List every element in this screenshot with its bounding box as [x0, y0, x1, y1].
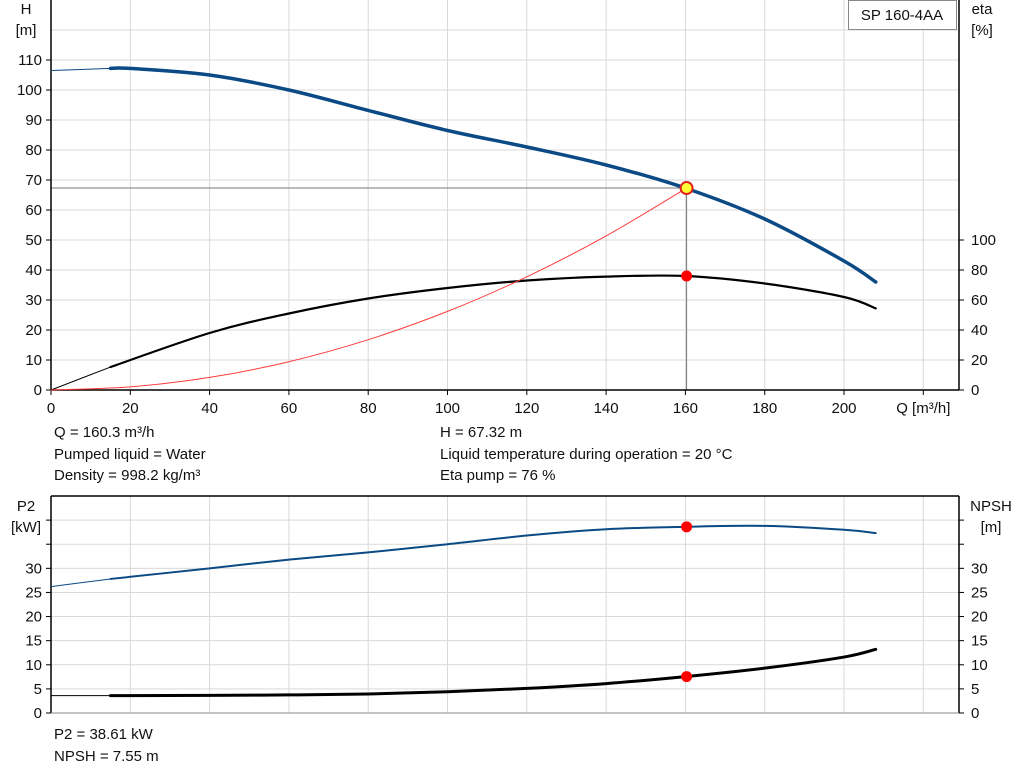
y-tick-label-right: 20	[971, 352, 988, 369]
y-tick-label-left: 80	[25, 142, 42, 159]
head-curve	[108, 66, 878, 284]
y-tick-label-left: 10	[25, 352, 42, 369]
efficiency-curve-extrapolated	[50, 366, 111, 391]
y-tick-label-left: 70	[25, 172, 42, 189]
x-tick-label: 180	[752, 400, 777, 417]
y-tick-label-left: 10	[25, 657, 42, 674]
y-tick-label-left: 100	[17, 82, 42, 99]
y-tick-label-left: 25	[25, 584, 42, 601]
efficiency-curve	[109, 274, 877, 369]
y-tick-label-left: 60	[25, 202, 42, 219]
x-tick-label: 60	[281, 400, 298, 417]
y-tick-label-right: 80	[971, 262, 988, 279]
npsh-curve	[108, 647, 878, 698]
x-tick-label: 140	[594, 400, 619, 417]
pumped-liquid-readout: Pumped liquid = Water	[54, 446, 206, 463]
temperature-readout: Liquid temperature during operation = 20…	[440, 446, 733, 463]
power-operating-point	[681, 521, 693, 533]
y-tick-label-left: 30	[25, 292, 42, 309]
head-curve-extrapolated	[50, 67, 111, 71]
y-tick-label-left: 40	[25, 262, 42, 279]
y-tick-label-right: 30	[971, 560, 988, 577]
y-axis-unit-right: [%]	[971, 22, 993, 39]
y-tick-label-left: 50	[25, 232, 42, 249]
y-tick-label-left: 110	[18, 52, 42, 69]
x-tick-label: 100	[435, 400, 460, 417]
density-readout: Density = 998.2 kg/m³	[54, 467, 201, 484]
power-curve-extrapolated	[50, 578, 111, 588]
efficiency-operating-point	[681, 270, 693, 282]
y-tick-label-right: 100	[971, 232, 996, 249]
y-axis-unit-right: [m]	[981, 519, 1002, 536]
x-tick-label: 200	[831, 400, 856, 417]
y-tick-label-right: 25	[971, 584, 988, 601]
y-tick-label-left: 0	[34, 382, 42, 399]
x-tick-label: 20	[122, 400, 139, 417]
y-axis-label-right: eta	[972, 1, 994, 18]
y-tick-label-right: 60	[971, 292, 988, 309]
legend-box	[848, 0, 957, 30]
system-curve	[50, 187, 688, 391]
y-tick-label-right: 0	[971, 705, 979, 722]
flow-readout: Q = 160.3 m³/h	[54, 424, 155, 441]
legend-pump-name: SP 160-4AA	[861, 7, 943, 24]
y-axis-label-left: P2	[17, 498, 35, 515]
x-tick-label: 40	[201, 400, 218, 417]
y-tick-label-right: 40	[971, 322, 988, 339]
npsh-operating-point	[681, 671, 693, 683]
y-axis-label-right: NPSH	[970, 498, 1012, 515]
p2-readout: P2 = 38.61 kW	[54, 726, 153, 743]
npsh-readout: NPSH = 7.55 m	[54, 748, 159, 765]
duty-point	[679, 181, 694, 196]
y-tick-label-left: 90	[25, 112, 42, 129]
y-tick-label-left: 15	[25, 633, 42, 650]
x-tick-label: 160	[673, 400, 698, 417]
y-tick-label-left: 0	[34, 705, 42, 722]
eta-readout: Eta pump = 76 %	[440, 467, 556, 484]
y-tick-label-left: 20	[25, 322, 42, 339]
x-axis-label: Q [m³/h]	[896, 400, 950, 417]
y-tick-label-right: 10	[971, 657, 988, 674]
y-tick-label-right: 20	[971, 609, 988, 626]
y-tick-label-right: 15	[971, 633, 988, 650]
x-tick-label: 0	[47, 400, 55, 417]
y-tick-label-left: 30	[25, 560, 42, 577]
x-tick-label: 120	[514, 400, 539, 417]
y-axis-unit-left: [m]	[16, 22, 37, 39]
y-tick-label-left: 5	[34, 681, 42, 698]
y-axis-unit-left: [kW]	[11, 519, 41, 536]
y-tick-label-right: 0	[971, 382, 979, 399]
y-tick-label-left: 20	[25, 609, 42, 626]
head-readout: H = 67.32 m	[440, 424, 523, 441]
y-axis-label-left: H	[21, 1, 32, 18]
x-tick-label: 80	[360, 400, 377, 417]
y-tick-label-right: 5	[971, 681, 979, 698]
power-curve	[109, 524, 877, 580]
